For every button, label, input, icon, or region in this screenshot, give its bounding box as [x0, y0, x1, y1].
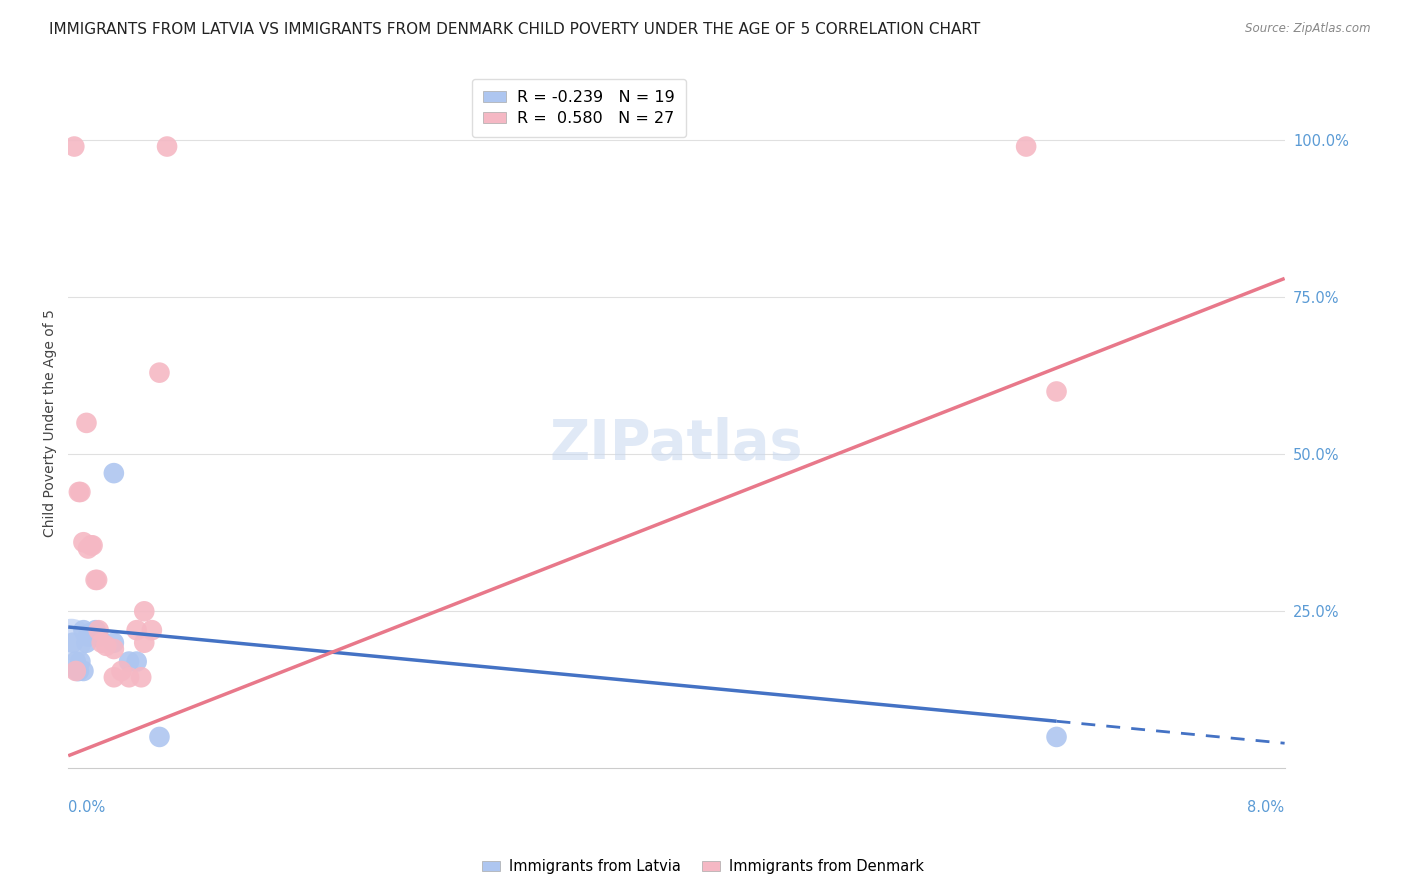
Legend: R = -0.239   N = 19, R =  0.580   N = 27: R = -0.239 N = 19, R = 0.580 N = 27: [472, 78, 686, 137]
Point: [72, 623, 94, 637]
Point: [87, 629, 110, 643]
Point: [60, 632, 83, 647]
Point: [134, 636, 156, 650]
Point: [118, 670, 141, 684]
Point: [72, 664, 94, 678]
Point: [67, 485, 90, 500]
Point: [90, 636, 112, 650]
Text: 0.0%: 0.0%: [69, 800, 105, 814]
Legend: Immigrants from Latvia, Immigrants from Denmark: Immigrants from Latvia, Immigrants from …: [477, 854, 929, 880]
Point: [1045, 384, 1067, 399]
Point: [77, 629, 100, 643]
Point: [103, 642, 125, 657]
Point: [148, 730, 170, 744]
Point: [69, 485, 91, 500]
Point: [76, 636, 98, 650]
Point: [156, 139, 179, 153]
Point: [84, 573, 107, 587]
Point: [1045, 730, 1067, 744]
Point: [87, 623, 110, 637]
Point: [148, 366, 170, 380]
Point: [103, 636, 125, 650]
Point: [65, 655, 87, 669]
Point: [118, 655, 141, 669]
Point: [125, 655, 148, 669]
Point: [82, 538, 104, 552]
Point: [80, 626, 103, 640]
Point: [66, 664, 89, 678]
Point: [69, 655, 91, 669]
Text: 8.0%: 8.0%: [1247, 800, 1285, 814]
Y-axis label: Child Poverty Under the Age of 5: Child Poverty Under the Age of 5: [44, 309, 58, 537]
Text: ZIPatlas: ZIPatlas: [550, 417, 803, 471]
Point: [79, 626, 101, 640]
Point: [103, 466, 125, 480]
Point: [65, 664, 87, 678]
Point: [96, 639, 118, 653]
Point: [67, 664, 90, 678]
Text: Source: ZipAtlas.com: Source: ZipAtlas.com: [1246, 22, 1371, 36]
Point: [134, 604, 156, 618]
Point: [63, 139, 86, 153]
Point: [129, 670, 152, 684]
Point: [141, 623, 163, 637]
Point: [72, 535, 94, 549]
Point: [84, 623, 107, 637]
Point: [125, 623, 148, 637]
Text: IMMIGRANTS FROM LATVIA VS IMMIGRANTS FROM DENMARK CHILD POVERTY UNDER THE AGE OF: IMMIGRANTS FROM LATVIA VS IMMIGRANTS FRO…: [49, 22, 980, 37]
Point: [103, 670, 125, 684]
Point: [1015, 139, 1038, 153]
Point: [62, 636, 84, 650]
Point: [86, 573, 108, 587]
Point: [76, 416, 98, 430]
Point: [80, 538, 103, 552]
Point: [110, 664, 132, 678]
Point: [77, 541, 100, 556]
